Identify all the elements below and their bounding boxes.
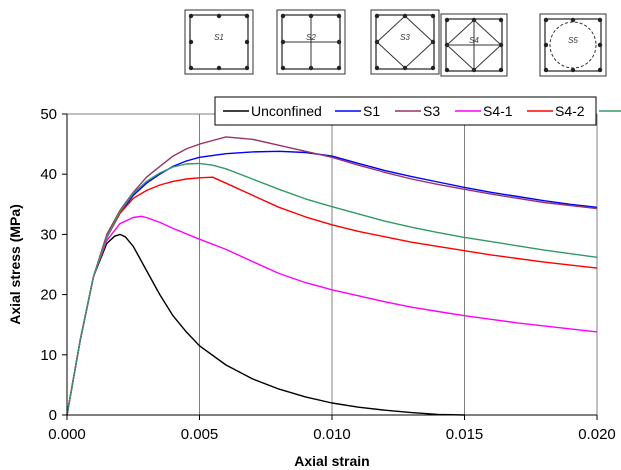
rebar-dot [430, 13, 436, 19]
x-tick-label: 0.000 [48, 426, 86, 443]
rebar-dot [597, 67, 603, 73]
section-label: S1 [214, 33, 224, 42]
diamond-tie [376, 15, 434, 69]
x-tick-label: 0.015 [446, 426, 484, 443]
section-sketch-s4: S4 [440, 13, 508, 77]
section-label: S5 [568, 36, 578, 45]
section-outline [539, 13, 607, 77]
rebar-dot [280, 65, 286, 71]
series-line-unconfined [66, 233, 465, 416]
series-line-s4-1 [66, 215, 598, 416]
x-tick-label: 0.010 [313, 426, 351, 443]
legend-label: S4-1 [483, 103, 513, 119]
rebar-dot [498, 17, 504, 23]
x-axis-title: Axial strain [294, 453, 369, 469]
rebar-dot [188, 13, 194, 19]
section-outline [370, 9, 440, 75]
y-axis-title: Axial stress (MPa) [7, 204, 23, 325]
legend-label: Unconfined [251, 103, 322, 119]
y-tick-label: 30 [40, 226, 57, 243]
plot-area: 0.000 0.005 0.010 0.015 0.020 0 10 20 30 40 50 [40, 106, 615, 443]
rebar-dot [188, 39, 194, 45]
rebar-dot [336, 65, 342, 71]
diamond-tie [446, 19, 502, 71]
section-label: S4 [469, 36, 479, 45]
rebar-dot [280, 13, 286, 19]
rebar-dot [216, 13, 222, 19]
x-tick-label: 0.020 [578, 426, 616, 443]
y-axis-ticks: 0 10 20 30 40 50 [40, 106, 67, 424]
rebar-dot [244, 13, 250, 19]
series-line-s4-2 [66, 176, 598, 416]
rebar-dot [444, 17, 450, 23]
y-tick-label: 50 [40, 106, 57, 123]
series-line-s3 [66, 136, 598, 416]
section-outline [184, 9, 254, 75]
rebar-dot [597, 17, 603, 23]
section-sketch-s3: S3 [370, 9, 440, 75]
series-line-s5 [66, 162, 598, 416]
rebar-dot [543, 42, 549, 48]
section-sketch-s5: S5 [539, 13, 607, 77]
rebar-dot [543, 17, 549, 23]
rebar-dot [597, 42, 603, 48]
x-axis-ticks: 0.000 0.005 0.010 0.015 0.020 [48, 415, 616, 443]
series-lines [66, 136, 598, 416]
section-label: S3 [400, 33, 410, 42]
x-tick-label: 0.005 [181, 426, 219, 443]
section-label: S2 [306, 33, 316, 42]
legend-label: S1 [363, 103, 380, 119]
spiral-tie [549, 21, 597, 69]
rebar-dot [498, 67, 504, 73]
rebar-dot [244, 65, 250, 71]
section-sketch-s1: S1 [184, 9, 254, 75]
rebar-dot [430, 65, 436, 71]
y-tick-label: 0 [49, 407, 57, 424]
rebar-dot [444, 67, 450, 73]
rebar-dot [336, 13, 342, 19]
y-tick-label: 40 [40, 166, 57, 183]
rebar-dot [374, 13, 380, 19]
section-sketches: S1 S2 S3 S4 S5 [184, 9, 607, 77]
rebar-dot [188, 65, 194, 71]
y-tick-label: 10 [40, 347, 57, 364]
rebar-dot [570, 17, 576, 23]
rebar-dot [570, 67, 576, 73]
rebar-dot [244, 39, 250, 45]
rebar-dot [374, 65, 380, 71]
y-tick-label: 20 [40, 287, 57, 304]
legend-label: S4-2 [555, 103, 585, 119]
section-sketch-s2: S2 [276, 9, 346, 75]
rebar-dot [543, 67, 549, 73]
legend-label: S3 [423, 103, 440, 119]
rebar-dot [216, 65, 222, 71]
